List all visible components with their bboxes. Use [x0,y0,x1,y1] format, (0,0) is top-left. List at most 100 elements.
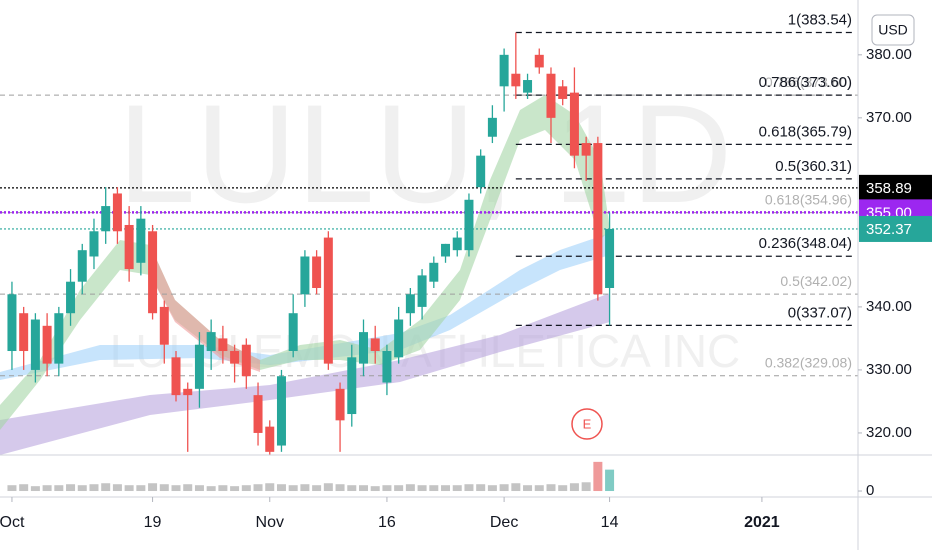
candle-body [534,54,544,68]
candle-body [417,275,427,307]
candle-body [605,228,615,288]
fib-label-old: 0.382(329.08) [765,354,852,370]
candle-body [112,193,122,232]
volume-bar [136,485,146,492]
fib-label: 0.786(373.60) [759,74,852,91]
volume-bar [523,485,533,492]
candle-body [19,313,29,352]
y-tick-label: 380.00 [866,46,912,63]
x-tick-label: 19 [144,514,162,531]
volume-bar [42,485,52,492]
candle-body [230,351,240,364]
volume-bar [77,485,87,492]
volume-bar [171,485,181,492]
volume-bar [605,469,615,492]
candle-body [101,206,111,232]
volume-bar [265,483,275,492]
volume-bar [499,484,509,492]
volume-bar [358,485,368,492]
candle-body [476,155,486,188]
volume-bar [19,484,29,492]
candle-body [323,237,333,364]
volume-bar [183,484,193,492]
x-tick-label: 14 [601,514,619,531]
volume-bar [218,485,228,492]
candle-body [300,256,310,295]
candle-body [312,256,322,288]
volume-bar [112,484,122,492]
candle-body [499,54,509,87]
candle-body [382,351,392,383]
volume-bar [288,485,298,492]
currency-button[interactable] [871,14,915,46]
volume-bar [300,484,310,492]
volume-bar [253,484,263,492]
volume-bar [429,485,439,492]
candle-body [511,73,521,87]
fib-label: 0(337.07) [788,304,852,321]
volume-bar [241,485,251,492]
volume-bar [194,485,204,492]
volume-bar [394,485,404,492]
fib-label: 0.618(365.79) [759,123,852,140]
volume-bar [206,486,216,492]
candle-body [429,262,439,282]
volume-bar [581,482,591,492]
candle-body [558,86,568,99]
candle-body [241,344,251,377]
y-tick-label: 320.00 [866,424,912,441]
fib-label-old: 0.5(342.02) [780,273,852,289]
y-tick-label: 330.00 [866,361,912,378]
candle-body [218,338,228,352]
volume-bar [452,485,462,492]
y-tick-label: 370.00 [866,109,912,126]
volume-bar [370,486,380,492]
candle-body [124,224,134,270]
candle-body [276,376,286,446]
candle-body [464,199,474,251]
candle-body [394,319,404,358]
earnings-badge[interactable] [571,408,603,440]
candle-body [441,243,451,257]
volume-bar [335,484,345,492]
x-tick-label: Dec [490,514,518,531]
volume-bar [441,485,451,492]
candle-body [89,231,99,257]
x-tick-label: Oct [0,514,25,531]
y-tick-label: 340.00 [866,298,912,315]
ribbon-slow [0,293,610,455]
candle-body [171,357,181,396]
volume-tick-label: 0 [866,482,874,499]
candle-body [593,143,603,295]
volume-bar [101,483,111,492]
earnings-label: E [583,416,592,431]
candle-body [183,388,193,396]
volume-bar [511,483,521,492]
volume-bar [30,486,40,492]
candle-body [136,218,146,263]
x-tick-label: 2021 [744,514,780,531]
watermark: LULU, 1D [118,75,733,232]
fib-label: 0.5(360.31) [775,158,852,175]
ribbon-fast [0,95,610,430]
price-tag-label: 352.37 [866,221,912,238]
candle-body [265,426,275,452]
candle-body [77,250,87,282]
volume-bar [382,485,392,492]
candle-body [569,92,579,156]
candle-body [335,388,345,421]
volume-bar [7,485,17,492]
candle-body [523,80,533,93]
candle-body [358,332,368,364]
candle-body [253,395,263,433]
fib-label-old: 0.786(373.60) [765,74,852,90]
candle-body [30,319,40,370]
volume-bar [405,484,415,492]
volume-bar [417,485,427,492]
candle-body [546,73,556,118]
candle-body [7,294,17,352]
candle-body [42,325,52,364]
volume-bar [276,484,286,492]
volume-bar [464,484,474,492]
candle-body [148,231,158,314]
